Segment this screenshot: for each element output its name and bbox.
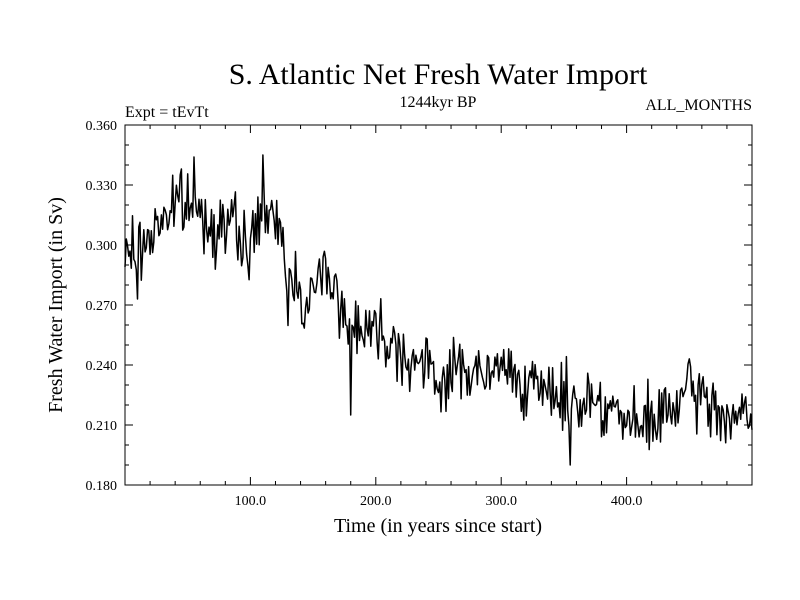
y-tick-label: 0.180 xyxy=(86,479,118,494)
months-label: ALL_MONTHS xyxy=(645,97,752,114)
y-axis-label: Fresh Water Import (in Sv) xyxy=(45,197,67,413)
axis-ticks: 100.0 200.0 300.0 400.0 0.180 0.210 0.240 0.270… xyxy=(86,119,752,509)
x-tick-label: 300.0 xyxy=(485,494,517,509)
x-tick-label: 200.0 xyxy=(360,494,392,509)
period-label: 1244kyr BP xyxy=(400,94,477,111)
y-tick-label: 0.330 xyxy=(86,179,118,194)
y-tick-label: 0.360 xyxy=(86,119,118,134)
chart-title: S. Atlantic Net Fresh Water Import xyxy=(229,58,648,91)
plot-frame xyxy=(124,124,753,486)
y-tick-label: 0.300 xyxy=(86,239,118,254)
x-tick-label: 400.0 xyxy=(611,494,643,509)
x-axis-label: Time (in years since start) xyxy=(334,515,542,537)
series-line xyxy=(124,154,753,466)
experiment-label: Expt = tEvTt xyxy=(125,104,209,121)
x-tick-label: 100.0 xyxy=(235,494,267,509)
y-tick-label: 0.240 xyxy=(86,359,118,374)
y-tick-label: 0.270 xyxy=(86,299,118,314)
y-tick-label: 0.210 xyxy=(86,419,118,434)
